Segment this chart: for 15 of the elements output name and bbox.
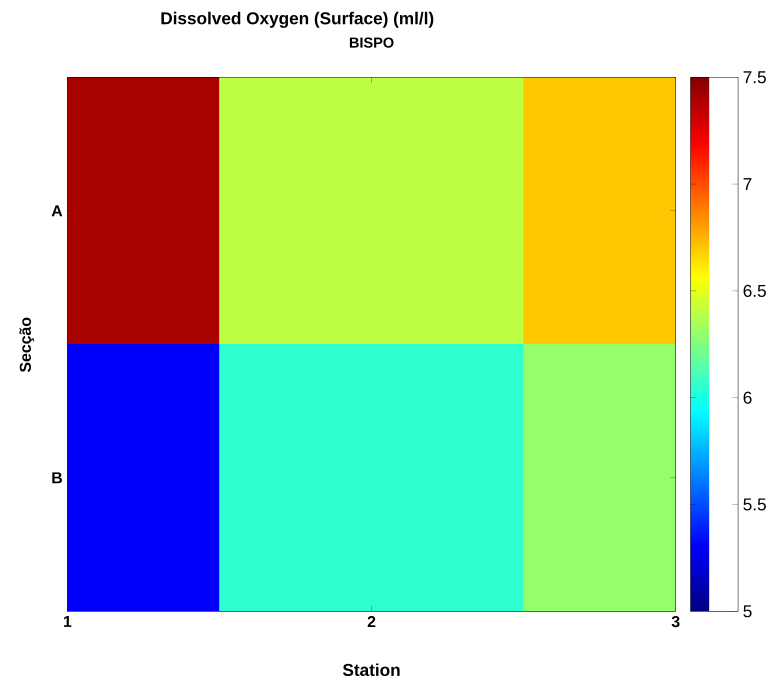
y-tick-label: A	[52, 206, 62, 216]
color-bar-label: 5.5	[743, 498, 766, 511]
x-tick-label: 1	[64, 616, 72, 628]
x-tick-label: 3	[672, 616, 680, 628]
color-bar-label: 6.5	[744, 285, 766, 298]
color-bar-label: 5	[743, 606, 752, 618]
chart-title: Dissolved Oxygen (Surface) (ml/l)	[161, 12, 434, 28]
color-bar-label: 6	[744, 392, 752, 404]
chart-subtitle: BISPO	[350, 38, 394, 48]
x-axis-title: Station	[342, 664, 400, 676]
color-bar-label: 7	[744, 178, 752, 190]
x-tick-label: 2	[368, 616, 376, 628]
color-bar-label: 7.5	[744, 72, 766, 84]
y-tick-label: B	[52, 472, 62, 484]
y-axis-title: Secção	[19, 318, 34, 372]
